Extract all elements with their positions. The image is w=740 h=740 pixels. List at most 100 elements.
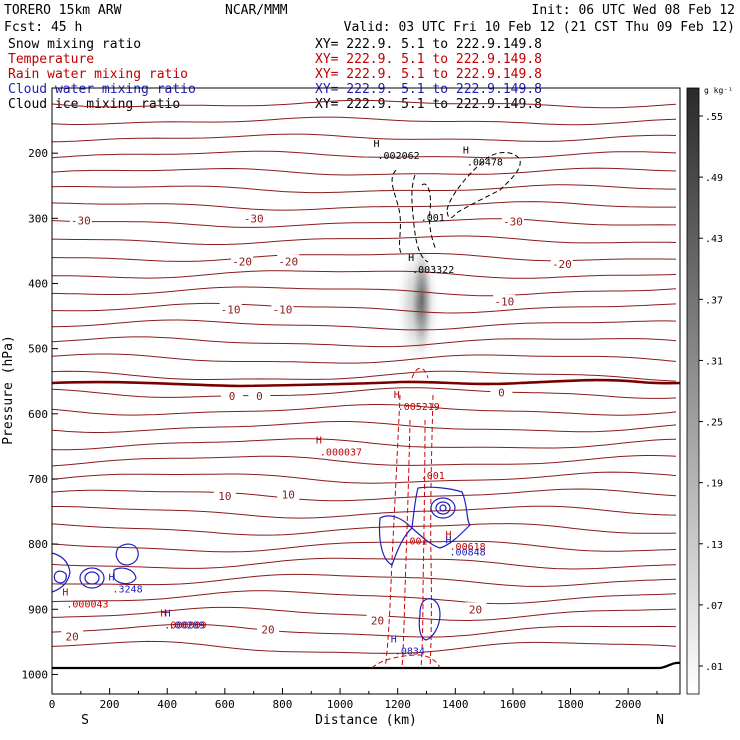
colorbar-ticks: .01 .07 .13 .19 .25 .31 .37 .43 .49 .55 [699,112,723,673]
isotherm-line [51,471,677,484]
field-name-cloudwater: Cloud water mixing ratio [8,82,196,97]
isotherm-label-bg [277,254,300,268]
terrain-surface-line [52,661,681,670]
isotherm-line [51,353,677,364]
field-xy-snow: XY= 222.9. 5.1 to 222.9.149.8 [315,37,542,52]
colorbar-tick-label: .49 [705,173,723,184]
isotherm-line [51,488,677,502]
rain-contour-outer [384,394,434,669]
extrema-labels: H.002062 H.00478.001H.003322H.005219H.000… [62,139,503,657]
isotherm-line [51,640,677,654]
isotherm-line [51,319,677,331]
field-xy-cloudice: XY= 222.9. 5.1 to 222.9.149.8 [315,97,542,112]
x-tick-label: 1400 [442,698,469,711]
isotherm-label: -20 [278,255,298,268]
isotherm-label-bg [69,213,92,227]
colorbar-tick-label: .19 [705,479,723,490]
cloud-water-core-3 [439,504,447,512]
field-xy-cloudwater: XY= 222.9. 5.1 to 222.9.149.8 [315,82,542,97]
isotherm-label-bg [490,385,513,399]
x-tick-label: 600 [215,698,235,711]
x-axis-end-left: S [81,713,89,728]
colorbar-tick-label: .55 [705,112,723,123]
rain-contours [371,367,441,669]
x-tick-label: 1600 [500,698,527,711]
y-tick-label: 1000 [22,668,49,681]
x-tick-label: 400 [157,698,177,711]
isotherm-label: 20 [66,631,79,644]
y-tick-label: 300 [28,212,48,225]
y-axis: 200 300 400 500 600 700 800 900 1000 [22,147,58,681]
colorbar-tick-label: .37 [705,295,723,306]
isotherm-line [51,623,677,638]
isotherm-line [51,421,677,433]
field-xy-temperature: XY= 222.9. 5.1 to 222.9.149.8 [315,52,542,67]
x-axis-end-right: N [656,713,664,728]
temperature-isotherms [51,99,677,654]
isotherm-line [52,270,677,279]
extremum-mark: H [463,146,469,157]
isotherm-line [51,336,677,348]
x-tick-label: 1000 [327,698,354,711]
rain-contour-top [411,367,429,379]
isotherm-line [51,523,677,536]
isotherm-label-bg [501,214,524,228]
x-tick-label: 2000 [615,698,642,711]
y-tick-label: 500 [28,343,48,356]
isotherm-label-bg [277,487,300,501]
cloud-ice-contour-1 [391,169,404,256]
y-tick-label: 700 [28,473,48,486]
extremum-mark: H [394,390,400,401]
cloud-water-core-2 [435,501,451,515]
field-name-temperature: Temperature [8,52,94,67]
isotherm-label: 20 [371,614,384,627]
isotherm-label-bg [248,389,271,403]
extremum-mark: H [446,535,452,546]
isotherm-line [51,116,677,126]
isotherm-line [51,201,676,211]
isotherm-line [51,184,676,194]
rain-contour-bottom [371,654,441,669]
isotherm-line [51,404,677,416]
field-name-rain: Rain water mixing ratio [8,67,188,82]
isotherm-label-bg [221,389,244,403]
org-title: NCAR/MMM [225,3,288,18]
isotherm-label-bg [257,622,280,636]
isotherm-label: -10 [273,304,293,317]
isotherm-line [51,133,677,143]
extremum-mark: H [446,530,452,541]
y-tick-label: 800 [28,538,48,551]
extremum-mark: H [108,572,114,583]
cloud-ice-contours [391,152,521,263]
extremum-value: .001 [421,213,445,224]
isotherm-label: -30 [71,214,91,227]
isotherm-label-bg [493,294,516,308]
extremum-value: .001 [421,471,445,482]
extremum-mark: H [374,139,380,150]
isotherm-label: -30 [244,212,264,225]
isotherm-label-bg [271,302,294,316]
isotherm-line [51,286,677,297]
isotherm-label: 20 [469,603,482,616]
field-name-cloudice: Cloud ice mixing ratio [8,97,180,112]
isotherm-label: 10 [282,489,295,502]
isotherm-line [52,253,676,262]
cloud-water-core-1 [430,497,456,519]
colorbar-fill [686,87,700,695]
colorbar-tick-label: .07 [705,601,723,612]
extremum-value: .000043 [66,599,108,610]
y-tick-label: 400 [28,277,48,290]
extremum-mark: H [62,587,68,598]
x-tick-label: 1200 [384,698,411,711]
isotherm-label: 0 [256,390,263,403]
x-tick-label: 1800 [557,698,584,711]
model-title: TORERO 15km ARW [4,3,122,18]
colorbar-unit: g kg⁻¹ [704,86,733,95]
extremum-mark: H [408,253,414,264]
cloud-water-contour-main [378,486,471,566]
cloud-water-contour-south [51,552,71,593]
x-tick-label: 0 [49,698,56,711]
field-xy-rain: XY= 222.9. 5.1 to 222.9.149.8 [315,67,542,82]
x-tick-label: 800 [273,698,293,711]
